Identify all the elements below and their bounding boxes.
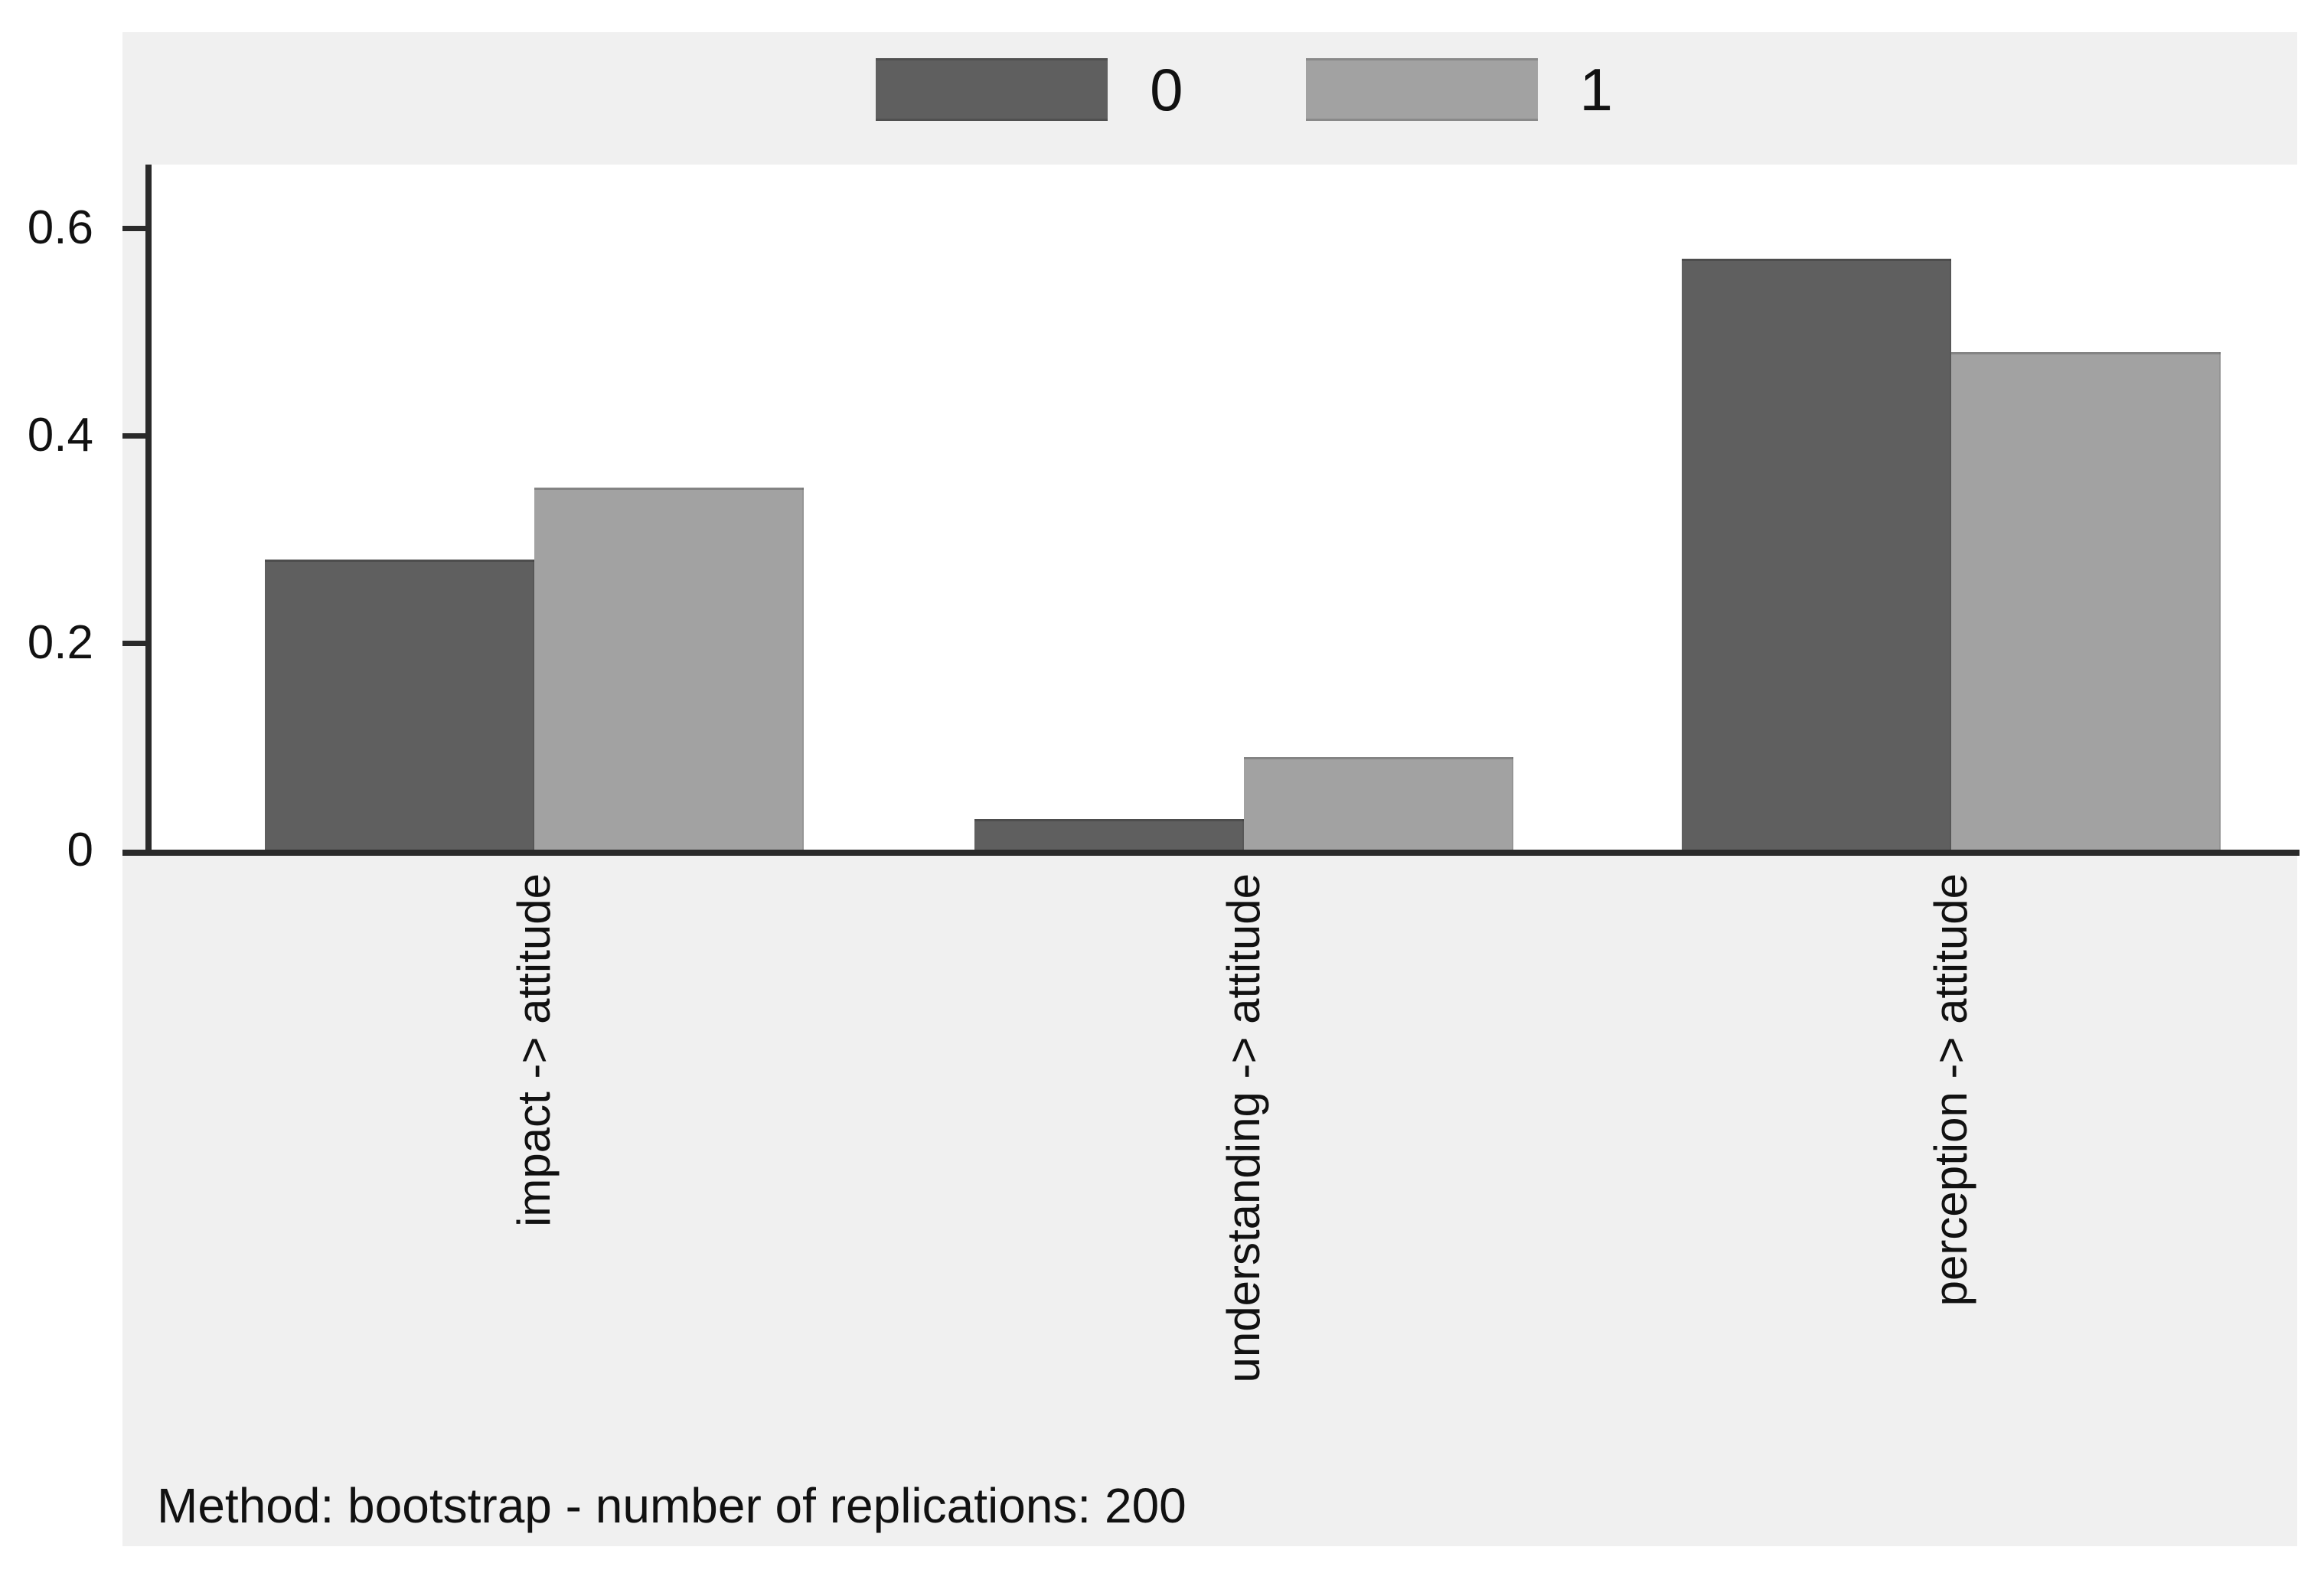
bar-series-1-group-2 <box>1244 757 1514 850</box>
bar-series-0-group-2 <box>974 819 1245 850</box>
x-category-label: perception -> attitude <box>1924 873 1976 1307</box>
y-tick-mark <box>122 432 150 439</box>
legend-label: 1 <box>1579 56 1613 123</box>
method-note: Method: bootstrap - number of replicatio… <box>157 1478 1186 1533</box>
y-axis-line <box>145 165 152 850</box>
legend-swatch-series-0 <box>876 58 1108 121</box>
bar-series-0-group-1 <box>265 560 535 850</box>
y-tick-mark <box>122 640 150 646</box>
bar-series-1-group-3 <box>1950 352 2221 850</box>
x-category-label: understanding -> attitude <box>1218 873 1270 1383</box>
y-tick-label: 0.6 <box>27 201 93 254</box>
y-tick-label: 0.4 <box>27 408 93 462</box>
legend-item: 1 <box>1305 56 1613 123</box>
y-tick-label: 0 <box>67 824 93 876</box>
plot-area <box>148 165 2297 850</box>
y-tick-label: 0.2 <box>27 615 93 669</box>
y-tick-mark <box>122 225 150 231</box>
bar-series-0-group-3 <box>1681 259 1951 850</box>
legend-item: 0 <box>876 58 1183 121</box>
x-category-label: impact -> attitude <box>508 873 560 1227</box>
legend-swatch-series-1 <box>1305 58 1538 121</box>
bar-series-1-group-1 <box>534 487 805 850</box>
legend-label: 0 <box>1150 56 1183 123</box>
x-axis-line <box>122 850 2300 856</box>
